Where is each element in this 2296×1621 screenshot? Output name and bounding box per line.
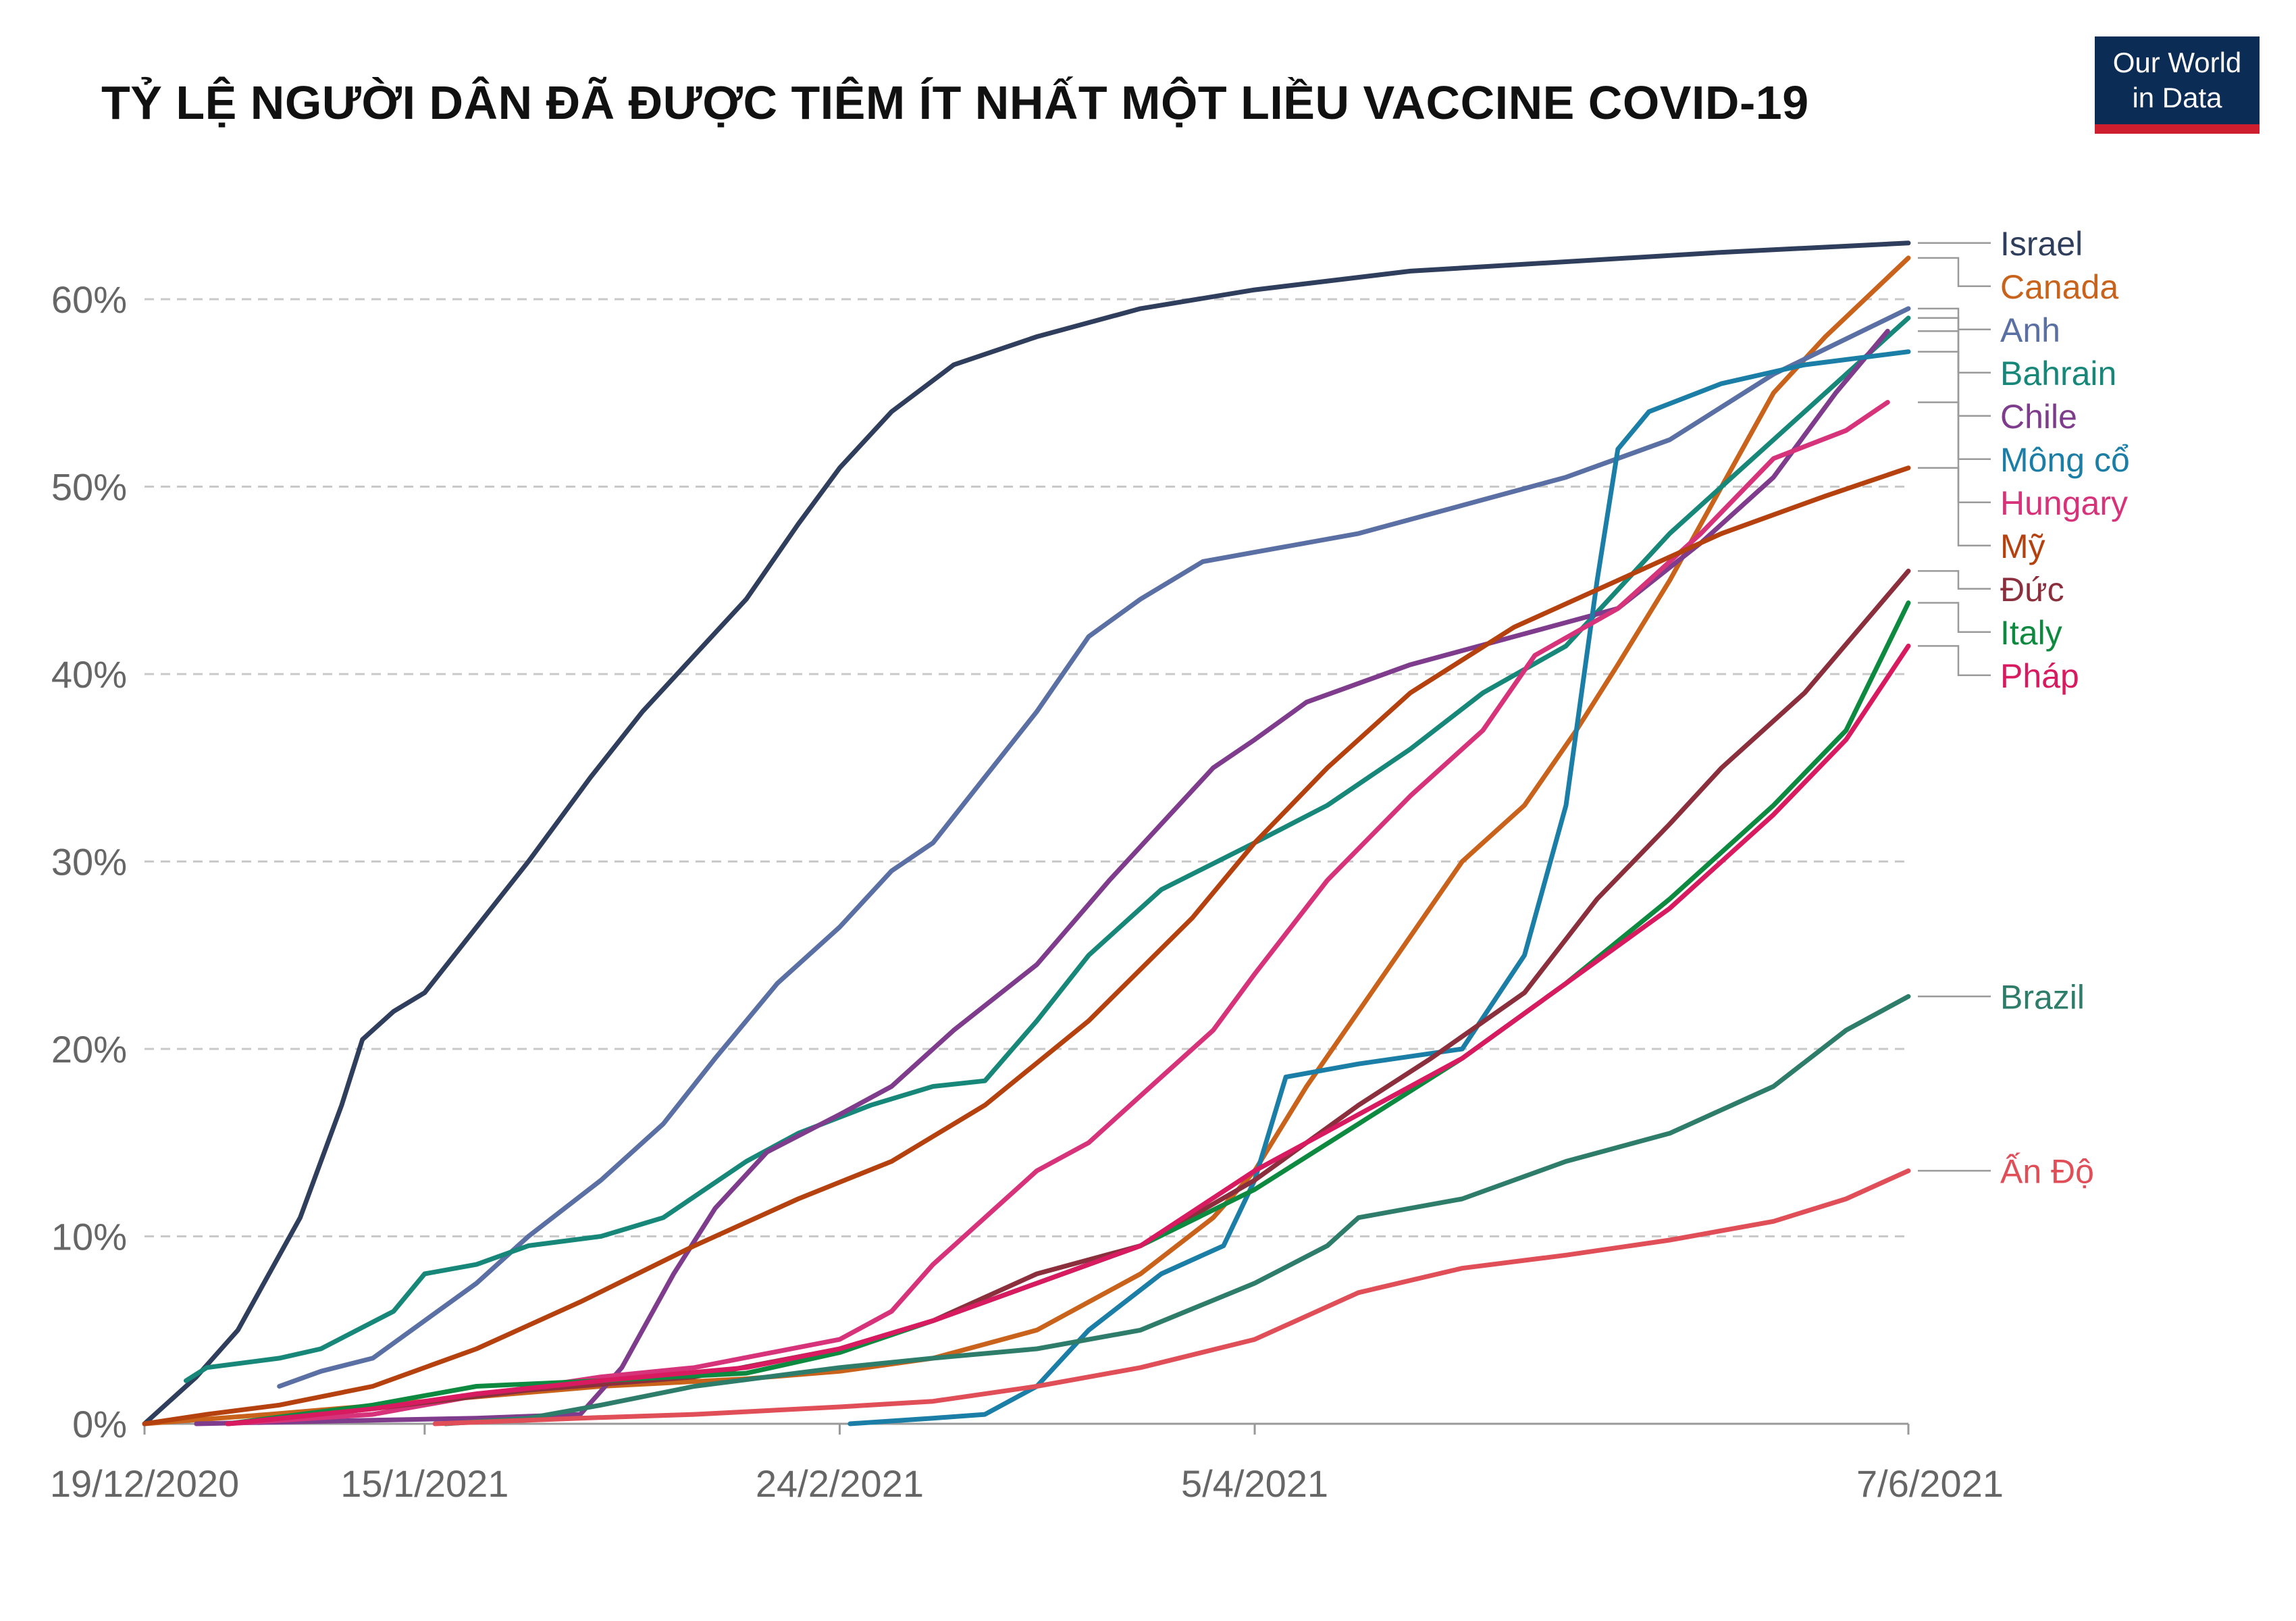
series-line-Bahrain[interactable] bbox=[184, 315, 1911, 1383]
y-tick-label: 60% bbox=[51, 278, 127, 321]
logo-line-2: in Data bbox=[2132, 82, 2222, 113]
series-line-Mỹ[interactable] bbox=[142, 465, 1911, 1426]
label-leader-line bbox=[1918, 602, 1991, 634]
x-tick-label: 5/4/2021 bbox=[1181, 1462, 1328, 1505]
series-label-Hungary: Hungary bbox=[2000, 484, 2128, 522]
series-label-Mỹ: Mỹ bbox=[2000, 528, 2045, 565]
grid-lines bbox=[145, 298, 1908, 1237]
y-tick-label: 50% bbox=[51, 466, 127, 509]
series-line-Brazil[interactable] bbox=[443, 994, 1911, 1426]
series-line-Anh[interactable] bbox=[277, 306, 1911, 1389]
label-leader-line bbox=[1918, 351, 1991, 461]
our-world-in-data-logo[interactable]: Our World in Data bbox=[2095, 36, 2260, 134]
series-label-Canada: Canada bbox=[2000, 268, 2118, 306]
label-leader-line bbox=[1918, 645, 1991, 677]
series-label-Brazil: Brazil bbox=[2000, 978, 2085, 1016]
series-label-Mông cổ: Mông cổ bbox=[2000, 441, 2130, 479]
series-label-Italy: Italy bbox=[2000, 614, 2062, 652]
y-tick-label: 20% bbox=[51, 1028, 127, 1071]
series-label-Ấn Độ: Ấn Độ bbox=[2000, 1152, 2094, 1190]
series-line-Ấn Độ[interactable] bbox=[432, 1168, 1911, 1426]
series-line-Italy[interactable] bbox=[225, 600, 1911, 1426]
y-tick-label: 40% bbox=[51, 653, 127, 696]
series-line-Pháp[interactable] bbox=[225, 643, 1911, 1426]
series-line-Chile[interactable] bbox=[194, 328, 1890, 1426]
series-label-Anh: Anh bbox=[2000, 311, 2060, 349]
axes: 0% 10% 20% 30% 40% 50% 60% 19/12/2020 15/1/2021 2… bbox=[50, 278, 2004, 1505]
logo-line-1: Our World bbox=[2112, 47, 2242, 78]
label-leader-line bbox=[1918, 570, 1991, 590]
label-leader-line bbox=[1918, 257, 1991, 288]
series-label-Pháp: Pháp bbox=[2000, 657, 2079, 695]
y-tick-label: 10% bbox=[51, 1216, 127, 1258]
series-lines bbox=[142, 240, 1911, 1426]
series-labels: Israel Canada Anh Bahrain Chile Mông cổ Hungar… bbox=[1918, 225, 2130, 1190]
series-label-Chile: Chile bbox=[2000, 398, 2077, 436]
label-leader-line bbox=[1918, 317, 1991, 374]
series-line-Israel[interactable] bbox=[142, 240, 1911, 1426]
y-tick-label: 0% bbox=[72, 1403, 127, 1445]
series-label-Israel: Israel bbox=[2000, 225, 2083, 263]
x-tick-label: 24/2/2021 bbox=[756, 1462, 924, 1505]
series-line-Canada[interactable] bbox=[142, 255, 1911, 1426]
label-leader-line bbox=[1918, 467, 1991, 547]
y-tick-label: 30% bbox=[51, 841, 127, 883]
series-line-Mông cổ[interactable] bbox=[847, 349, 1911, 1426]
label-leader-line bbox=[1918, 401, 1991, 504]
x-tick-label: 7/6/2021 bbox=[1856, 1462, 2004, 1505]
series-line-Hungary[interactable] bbox=[225, 400, 1890, 1426]
x-tick-label: 19/12/2020 bbox=[50, 1462, 239, 1505]
x-tick-label: 15/1/2021 bbox=[340, 1462, 508, 1505]
series-line-Đức[interactable] bbox=[225, 568, 1911, 1426]
series-label-Bahrain: Bahrain bbox=[2000, 355, 2116, 392]
label-leader-line bbox=[1918, 307, 1991, 331]
series-label-Đức: Đức bbox=[2000, 571, 2064, 609]
chart-title: TỶ LỆ NGƯỜI DÂN ĐÃ ĐƯỢC TIÊM ÍT NHẤT MỘT… bbox=[101, 76, 1809, 129]
